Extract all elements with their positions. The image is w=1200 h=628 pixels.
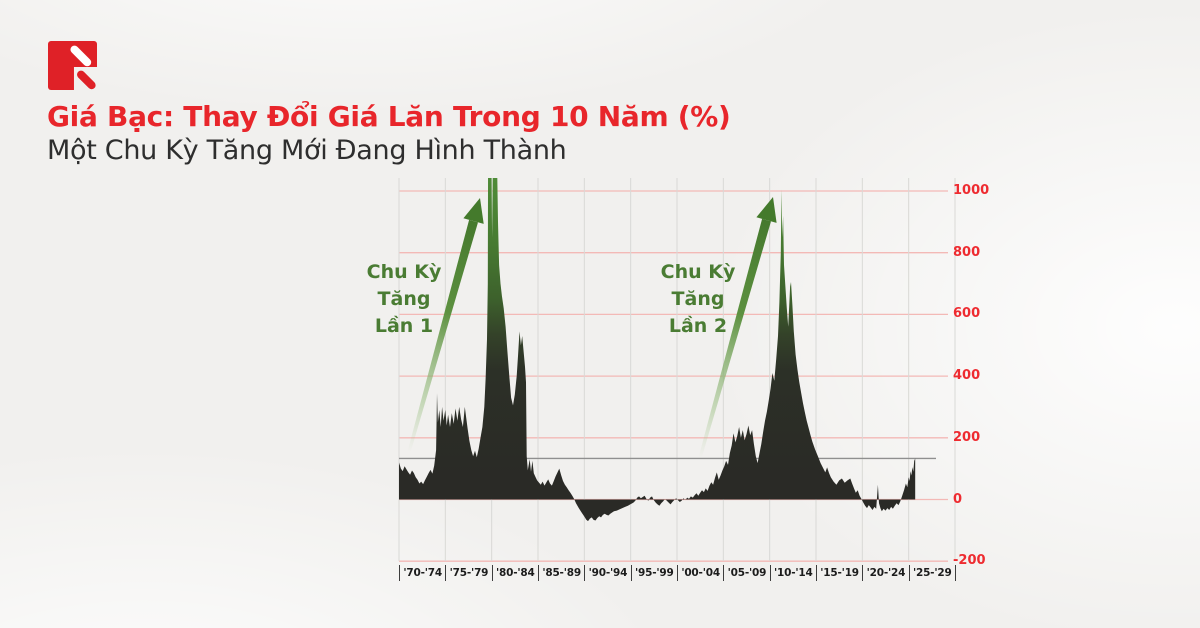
cycle-2-up-arrow-icon xyxy=(698,197,777,459)
y-tick-label: 1000 xyxy=(953,183,990,198)
x-tick-label: '00-'04 xyxy=(676,565,723,581)
cycle-1-up-arrow-icon xyxy=(407,198,484,453)
x-tick-label: '80-'84 xyxy=(491,565,538,581)
x-tick-label: '20-'24 xyxy=(862,565,908,581)
x-tick-label: '15-'19 xyxy=(815,565,862,581)
annotation-cycle-2: Chu Kỳ Tăng Lần 2 xyxy=(643,259,753,340)
arrow-head-icon xyxy=(463,198,484,224)
annotation-line: Lần 2 xyxy=(668,315,728,337)
y-tick-label: -200 xyxy=(953,553,986,569)
annotation-line: Lần 1 xyxy=(374,315,434,337)
brand-logo xyxy=(48,41,98,91)
x-tick-label: '70-'74 xyxy=(399,565,445,581)
y-tick-label: 0 xyxy=(953,491,963,507)
x-tick-label: '25-'29 xyxy=(908,565,956,581)
price-change-area-series xyxy=(399,178,916,522)
x-tick-label: '75-'79 xyxy=(445,565,491,581)
x-tick-label: '90-'94 xyxy=(584,565,630,581)
x-tick-label: '85-'89 xyxy=(537,565,584,581)
annotation-line: Chu Kỳ xyxy=(366,261,442,283)
annotation-line: Chu Kỳ xyxy=(660,261,736,283)
arrow-head-icon xyxy=(756,197,777,223)
x-axis-labels: '70-'74'75-'79'80-'84'85-'89'90-'94'95-'… xyxy=(399,565,956,581)
x-tick-label: '95-'99 xyxy=(630,565,677,581)
y-tick-label: 600 xyxy=(953,306,981,322)
x-tick-label: '10-'14 xyxy=(769,565,816,581)
annotation-cycle-1: Chu Kỳ Tăng Lần 1 xyxy=(349,259,459,340)
y-tick-label: 800 xyxy=(953,244,981,260)
page-title: Giá Bạc: Thay Đổi Giá Lăn Trong 10 Năm (… xyxy=(47,100,731,133)
annotation-line: Tăng xyxy=(377,288,431,310)
y-tick-label: 400 xyxy=(953,368,981,384)
arrow-shaft xyxy=(407,219,478,453)
y-tick-label: 200 xyxy=(953,429,981,445)
annotation-line: Tăng xyxy=(671,288,725,310)
page-subtitle: Một Chu Kỳ Tăng Mới Đang Hình Thành xyxy=(47,135,567,166)
arrow-shaft xyxy=(698,218,771,459)
x-tick-label: '05-'09 xyxy=(723,565,769,581)
